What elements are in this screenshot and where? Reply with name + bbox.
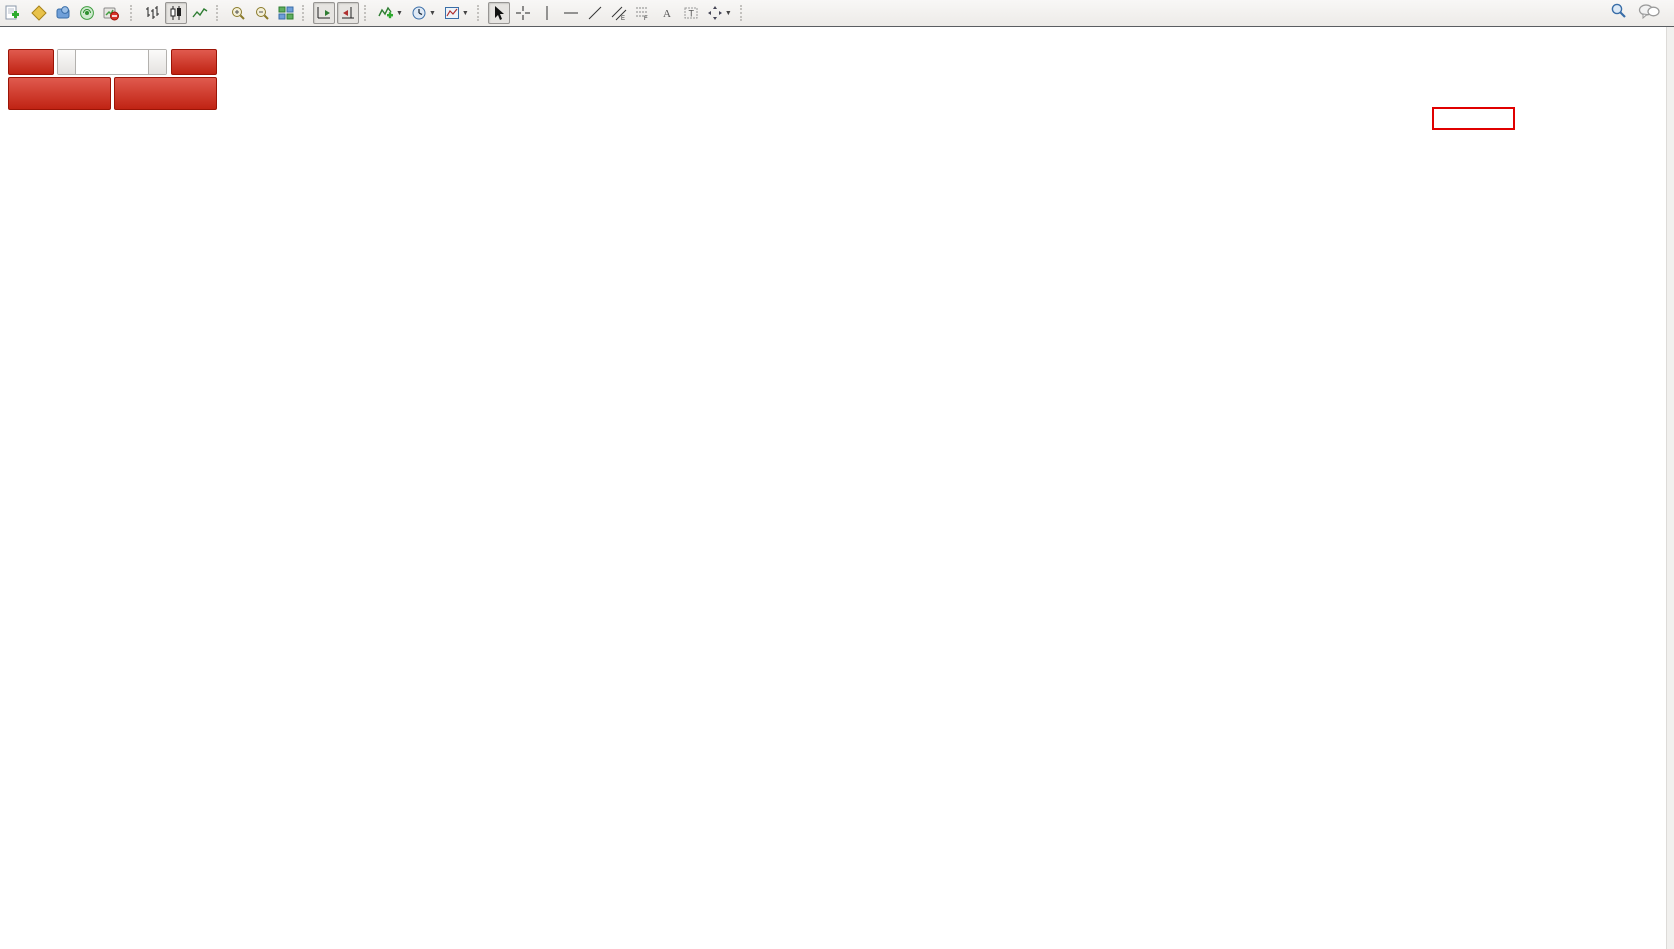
- volume-up-button[interactable]: [149, 50, 166, 74]
- sell-button[interactable]: [8, 49, 54, 75]
- horizontal-line-icon: [563, 5, 579, 21]
- volume-down-button[interactable]: [58, 50, 75, 74]
- dropdown-arrow-icon: ▼: [461, 9, 469, 17]
- shapes-tool-button[interactable]: ▼: [704, 2, 735, 24]
- main-toolbar: ▼ ▼ ▼ E: [0, 0, 1674, 27]
- crosshair-tool-button[interactable]: [512, 2, 534, 24]
- price-callout-label[interactable]: [1432, 107, 1515, 130]
- svg-text:F: F: [644, 16, 648, 21]
- templates-button[interactable]: ▼: [441, 2, 472, 24]
- zoom-in-button[interactable]: [227, 2, 249, 24]
- bar-chart-mode-button[interactable]: [141, 2, 163, 24]
- toolbar-group-handle: [216, 5, 221, 21]
- svg-text:E: E: [621, 16, 625, 21]
- line-chart-mode-button[interactable]: [189, 2, 211, 24]
- chart-shift-button[interactable]: [337, 2, 359, 24]
- trendline-tool-button[interactable]: [584, 2, 606, 24]
- vertical-line-tool-button[interactable]: [536, 2, 558, 24]
- chart-canvas[interactable]: [0, 27, 1674, 949]
- yellow-diamond-icon: [31, 5, 47, 21]
- zoom-in-icon: [230, 5, 246, 21]
- zoom-out-icon: [254, 5, 270, 21]
- one-click-trading-panel: [8, 49, 218, 110]
- text-icon: A: [659, 5, 675, 21]
- toolbar-group-handle: [364, 5, 369, 21]
- blue-figure-icon: [55, 5, 71, 21]
- vertical-line-icon: [539, 5, 555, 21]
- candlestick-icon: [168, 5, 184, 21]
- sell-price-button[interactable]: [8, 77, 111, 110]
- arrows-shapes-icon: [707, 5, 723, 21]
- fibonacci-tool-button[interactable]: F: [632, 2, 654, 24]
- toolbar-group-handle: [130, 5, 135, 21]
- crosshair-icon: [515, 5, 531, 21]
- new-order-icon: [4, 5, 20, 21]
- cursor-tool-button[interactable]: [487, 2, 510, 24]
- auto-scroll-icon: [316, 5, 332, 21]
- trendline-icon: [587, 5, 603, 21]
- chat-icon[interactable]: [1638, 2, 1660, 20]
- metaeditor-button[interactable]: [52, 2, 74, 24]
- toolbar-group-handle: [739, 5, 745, 21]
- signals-button[interactable]: [76, 2, 98, 24]
- text-label-icon: T: [683, 5, 699, 21]
- buy-button[interactable]: [171, 49, 217, 75]
- bar-chart-icon: [144, 5, 160, 21]
- clock-icon: [411, 5, 427, 21]
- horizontal-line-tool-button[interactable]: [560, 2, 582, 24]
- new-chart-button[interactable]: [28, 2, 50, 24]
- svg-text:A: A: [663, 8, 671, 20]
- channel-tool-button[interactable]: E: [608, 2, 630, 24]
- tile-windows-icon: [278, 5, 294, 21]
- auto-scroll-button[interactable]: [313, 2, 335, 24]
- tile-windows-button[interactable]: [275, 2, 297, 24]
- signal-waves-icon: [79, 5, 95, 21]
- dropdown-arrow-icon: ▼: [396, 9, 403, 17]
- zoom-out-button[interactable]: [251, 2, 273, 24]
- indicators-icon: [378, 5, 394, 21]
- candlestick-mode-button[interactable]: [165, 2, 187, 24]
- periods-button[interactable]: ▼: [408, 2, 439, 24]
- indicators-button[interactable]: ▼: [375, 2, 406, 24]
- label-tool-button[interactable]: T: [680, 2, 702, 24]
- line-chart-icon: [192, 5, 208, 21]
- buy-price-button[interactable]: [114, 77, 217, 110]
- toolbar-group-handle: [476, 5, 482, 21]
- cursor-icon: [491, 5, 507, 21]
- dropdown-arrow-icon: ▼: [428, 9, 436, 17]
- chart-shift-icon: [340, 5, 356, 21]
- svg-text:T: T: [688, 9, 694, 19]
- search-icon[interactable]: [1610, 2, 1628, 20]
- auto-trading-icon: [103, 5, 119, 21]
- text-tool-button[interactable]: A: [656, 2, 678, 24]
- toolbar-group-handle: [302, 5, 307, 21]
- template-icon: [444, 5, 460, 21]
- new-order-button[interactable]: [1, 2, 26, 24]
- fibonacci-icon: F: [635, 5, 651, 22]
- volume-input[interactable]: [75, 50, 149, 74]
- right-scroll-strip[interactable]: [1666, 27, 1674, 949]
- equidistant-channel-icon: E: [611, 5, 627, 22]
- auto-trading-button[interactable]: [100, 2, 125, 24]
- dropdown-arrow-icon: ▼: [724, 9, 732, 17]
- volume-spinner: [57, 49, 167, 75]
